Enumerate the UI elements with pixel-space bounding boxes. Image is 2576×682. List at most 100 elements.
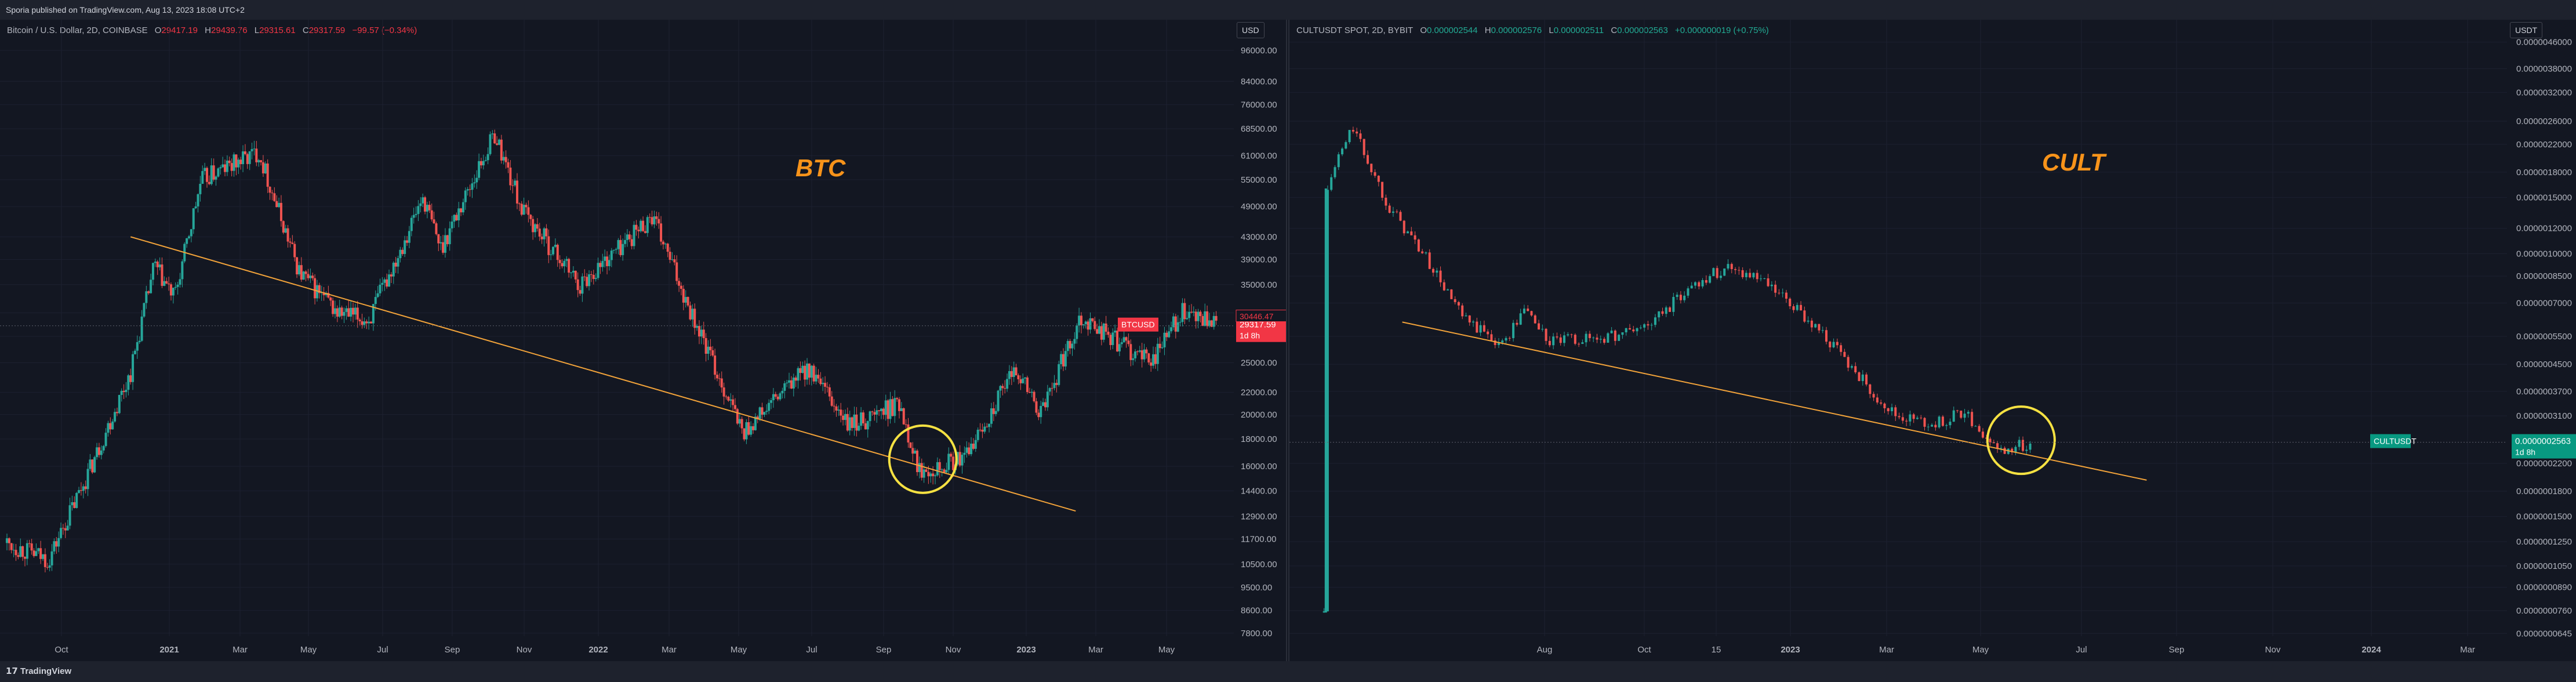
btc-chart-pane[interactable]: Bitcoin / U.S. Dollar, 2D, COINBASE O294…	[0, 20, 1287, 661]
btc-candle-body	[73, 502, 76, 508]
cult-candle	[1730, 262, 1733, 274]
cult-grid	[1289, 20, 2507, 636]
btc-candle	[32, 548, 35, 558]
cult-candle	[1778, 289, 1781, 295]
btc-candle-body	[533, 224, 536, 233]
cult-candle-body	[1447, 289, 1449, 291]
btc-candle-body	[522, 205, 525, 215]
btc-candle	[1064, 344, 1067, 371]
cult-chart-pane[interactable]: CULTUSDT SPOT, 2D, BYBIT O0.000002544 H0…	[1288, 20, 2576, 661]
cult-candle-body	[1505, 338, 1507, 341]
cult-listing-candle	[1324, 188, 1327, 613]
btc-candle	[970, 437, 973, 456]
cult-candle-body	[1789, 299, 1792, 307]
btc-candle-body	[615, 249, 617, 250]
btc-candle	[21, 545, 24, 561]
btc-candle-body	[125, 390, 128, 392]
btc-candle-body	[1069, 340, 1071, 349]
cult-candle-body	[1894, 407, 1897, 416]
btc-candle	[833, 399, 835, 413]
cult-candle	[1374, 169, 1376, 178]
btc-candle	[988, 423, 991, 433]
cult-candle-body	[1803, 310, 1806, 322]
btc-candle	[646, 215, 649, 237]
btc-candle	[896, 397, 899, 402]
btc-candle	[278, 197, 281, 208]
btc-candle-body	[386, 279, 388, 287]
tradingview-logo[interactable]: 𝟭𝟳 TradingView	[6, 666, 71, 676]
btc-candle	[1006, 373, 1009, 392]
btc-candle	[266, 159, 269, 193]
btc-candle-body	[1145, 349, 1148, 354]
cult-candle	[1836, 338, 1839, 349]
cult-candle	[1974, 425, 1977, 427]
btc-candle	[504, 150, 507, 169]
cult-candle-body	[1351, 130, 1354, 132]
btc-candle	[201, 165, 204, 184]
btc-candle-body	[1150, 362, 1153, 366]
btc-candle-body	[224, 164, 227, 172]
btc-candle	[929, 471, 932, 483]
btc-currency-button[interactable]: USD	[1237, 22, 1265, 38]
btc-candle-body	[107, 423, 110, 433]
btc-candle	[610, 248, 613, 267]
btc-y-tick-label: 9500.00	[1241, 583, 1272, 593]
btc-candle	[53, 538, 56, 554]
btc-candle	[819, 372, 822, 386]
btc-candle	[1008, 365, 1011, 385]
btc-candle-body	[817, 375, 820, 379]
btc-candle-body	[500, 139, 503, 161]
btc-candle	[736, 408, 739, 425]
cult-candle	[1810, 318, 1813, 332]
btc-candle-body	[343, 311, 346, 316]
cult-candle-body	[1865, 374, 1868, 384]
btc-candle	[781, 387, 784, 399]
btc-candle-body	[1165, 332, 1168, 338]
btc-candle-body	[563, 260, 566, 267]
btc-candle-body	[475, 177, 478, 183]
btc-candle	[284, 224, 287, 234]
cult-candle	[1956, 409, 1959, 413]
btc-candle	[1114, 324, 1117, 337]
btc-candle-body	[1019, 379, 1022, 383]
btc-candle	[1069, 339, 1071, 354]
btc-candle	[73, 496, 76, 509]
btc-candle	[1078, 307, 1081, 333]
btc-candle-body	[1176, 322, 1179, 332]
cult-candle	[1443, 279, 1445, 291]
btc-candle	[226, 155, 228, 176]
cult-candle-body	[1519, 313, 1522, 325]
btc-candle-body	[289, 241, 292, 243]
btc-candle-body	[154, 262, 157, 263]
cult-y-tick-label: 0.0000007000	[2516, 299, 2572, 309]
btc-candle	[147, 290, 150, 295]
btc-candle	[1111, 328, 1114, 350]
btc-candle	[671, 252, 674, 262]
btc-candle-body	[1084, 321, 1087, 325]
btc-candle-body	[565, 259, 568, 261]
btc-candle	[174, 282, 177, 290]
cult-currency-button[interactable]: USDT	[2510, 22, 2543, 38]
cult-candle-body	[1414, 235, 1416, 240]
btc-candle	[1183, 298, 1186, 324]
btc-candle-body	[1114, 331, 1117, 333]
btc-candle-body	[714, 355, 717, 375]
cult-candle-body	[1654, 317, 1656, 325]
cult-candle-body	[1810, 320, 1813, 328]
btc-candle	[608, 255, 611, 271]
btc-candle	[1179, 318, 1182, 327]
btc-y-tick-label: 39000.00	[1241, 255, 1277, 264]
btc-candle	[1206, 305, 1209, 329]
btc-candle	[1028, 387, 1031, 394]
btc-candle	[743, 428, 746, 441]
btc-candle	[151, 262, 154, 285]
btc-y-tick-label: 12900.00	[1241, 512, 1277, 521]
btc-candle	[388, 269, 391, 287]
btc-candle-body	[761, 407, 764, 415]
cult-x-tick-label: Aug	[1537, 645, 1553, 655]
btc-candle-body	[478, 161, 481, 178]
btc-candle	[882, 407, 885, 419]
cult-candle	[1756, 270, 1758, 283]
btc-candle	[934, 473, 937, 485]
btc-candle-body	[1037, 412, 1040, 418]
